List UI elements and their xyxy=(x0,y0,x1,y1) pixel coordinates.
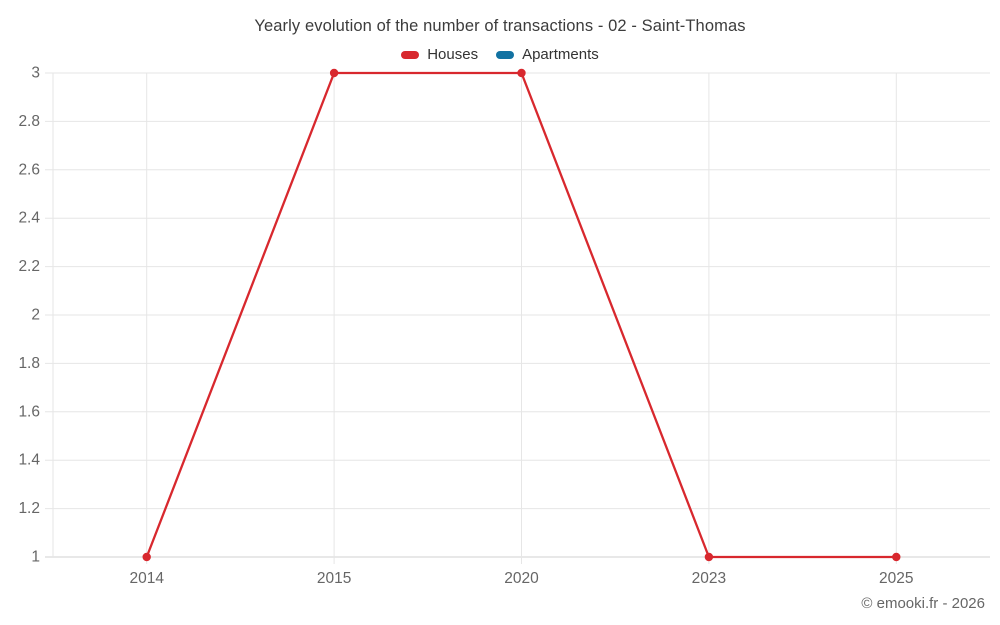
houses-series-swatch-icon xyxy=(401,50,420,59)
y-axis-tick-label: 2.2 xyxy=(18,258,40,275)
x-axis-tick-label: 2020 xyxy=(504,570,539,587)
x-axis-tick-label: 2014 xyxy=(129,570,164,587)
legend-label-houses: Houses xyxy=(427,46,479,63)
data-point-houses-2023[interactable] xyxy=(704,552,714,562)
y-axis-tick-label: 1 xyxy=(31,549,40,566)
data-point-houses-2014[interactable] xyxy=(142,552,151,562)
y-axis-tick-label: 2 xyxy=(31,307,40,324)
apartments-series-swatch-icon xyxy=(496,50,515,59)
y-axis-tick-label: 2.8 xyxy=(18,113,40,130)
credits-link[interactable]: © emooki.fr - 2026 xyxy=(861,595,985,612)
x-axis-tick-label: 2025 xyxy=(879,570,913,587)
chart-title: Yearly evolution of the number of transa… xyxy=(254,17,746,35)
data-point-houses-2015[interactable] xyxy=(329,68,339,78)
y-axis-tick-label: 1.6 xyxy=(18,403,40,420)
y-axis-tick-label: 2.4 xyxy=(18,210,40,227)
x-axis-tick-label: 2015 xyxy=(317,570,351,587)
legend-item-houses[interactable]: Houses xyxy=(401,46,478,63)
data-point-houses-2025[interactable] xyxy=(892,552,901,562)
y-axis-tick-label: 1.4 xyxy=(18,452,40,469)
y-axis-tick-label: 1.2 xyxy=(18,500,40,517)
legend-label-apartments: Apartments xyxy=(522,46,599,63)
chart-legend: Houses Apartments xyxy=(0,46,1000,63)
y-axis-tick-label: 1.8 xyxy=(18,355,40,372)
data-point-houses-2020[interactable] xyxy=(517,68,526,78)
y-axis-tick-label: 2.6 xyxy=(18,161,40,178)
y-axis-tick-label: 3 xyxy=(31,65,40,82)
legend-item-apartments[interactable]: Apartments xyxy=(496,46,599,63)
x-axis-tick-label: 2023 xyxy=(692,570,726,587)
